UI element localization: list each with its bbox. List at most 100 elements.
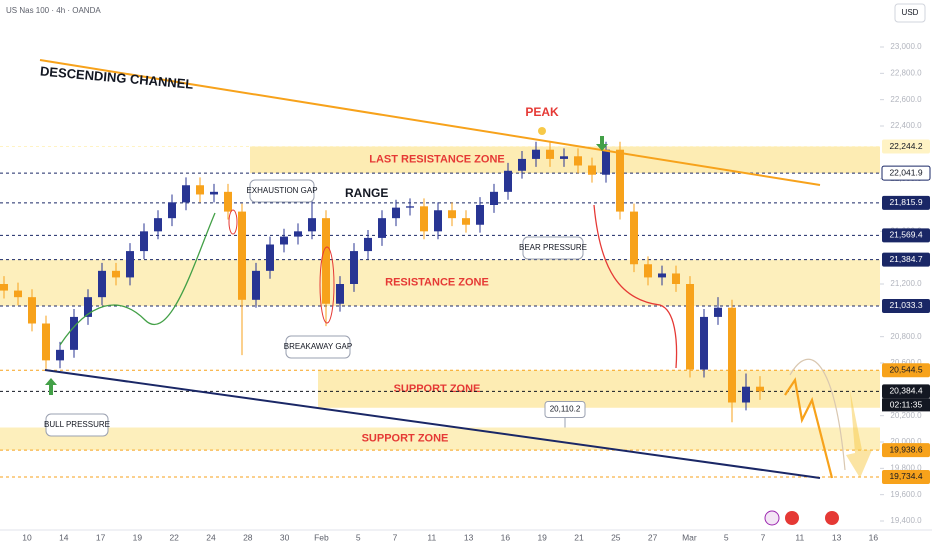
x-tick-label: 13 — [832, 532, 842, 542]
annotation: PEAK — [525, 105, 559, 119]
countdown: 02:11:35 — [890, 400, 923, 410]
candle-body — [56, 349, 64, 361]
up-arrow — [45, 378, 57, 395]
candle-body — [686, 284, 694, 370]
candle-body — [168, 202, 176, 219]
candle-body — [294, 231, 302, 237]
candle-body — [490, 191, 498, 205]
zone — [0, 259, 880, 306]
x-tick-label: 22 — [169, 532, 179, 542]
y-tick-label: 21,200.0 — [890, 279, 922, 288]
annotation: EXHAUSTION GAP — [246, 186, 317, 195]
price-axis — [880, 0, 932, 550]
price-label-bg — [882, 363, 930, 378]
candle-body — [392, 207, 400, 219]
x-tick-label: 5 — [724, 532, 729, 542]
callout-box — [285, 335, 351, 359]
x-tick-label: 10 — [22, 532, 32, 542]
candle-body — [280, 236, 288, 245]
candle-body — [308, 218, 316, 232]
x-tick-label: Mar — [682, 532, 697, 542]
price-label: 20,544.5 — [889, 365, 922, 375]
event-icon — [785, 511, 799, 525]
candle-body — [728, 307, 736, 403]
price-label-bg — [882, 384, 930, 399]
candle-body — [336, 284, 344, 304]
x-tick-label: 16 — [501, 532, 511, 542]
price-label: 21,384.7 — [889, 254, 922, 264]
candle-body — [238, 211, 246, 300]
callout-box — [522, 236, 584, 260]
y-tick-label: 23,000.0 — [890, 42, 922, 51]
price-label-bg — [882, 298, 930, 313]
x-tick-label: 19 — [133, 532, 143, 542]
candle-body — [588, 165, 596, 175]
currency: USD — [902, 8, 919, 17]
x-tick-label: 13 — [464, 532, 474, 542]
candle-body — [644, 264, 652, 278]
currency-box — [894, 3, 926, 23]
price-label-bg — [882, 139, 930, 154]
candle-body — [476, 205, 484, 225]
zone-label: LAST RESISTANCE ZONE — [369, 154, 504, 166]
candle-body — [672, 273, 680, 284]
candle-body — [84, 297, 92, 317]
zone-label: SUPPORT ZONE — [362, 433, 449, 445]
candle-body — [658, 273, 666, 278]
event-icon — [764, 510, 780, 526]
annotation: BEAR PRESSURE — [519, 243, 587, 252]
x-tick-label: 21 — [574, 532, 584, 542]
candle-body — [0, 284, 8, 291]
candle-body — [378, 218, 386, 238]
y-tick-label: 20,200.0 — [890, 411, 922, 420]
x-tick-label: 28 — [243, 532, 253, 542]
candle-body — [602, 149, 610, 175]
zone — [0, 427, 880, 451]
candle-body — [42, 323, 50, 361]
candle-body — [266, 244, 274, 271]
projection-alt — [789, 358, 846, 471]
candle-body — [126, 251, 134, 278]
candle-body — [252, 270, 260, 300]
countdown-bg — [882, 398, 930, 412]
candle-body — [420, 206, 428, 232]
x-tick-label: 30 — [280, 532, 290, 542]
price-label: 21,033.3 — [889, 300, 922, 310]
x-tick-label: 5 — [356, 532, 361, 542]
candle-body — [140, 231, 148, 252]
candle-body — [616, 149, 624, 212]
x-tick-label: 11 — [795, 532, 804, 542]
zone-label: RESISTANCE ZONE — [385, 277, 489, 289]
gap-marker — [319, 246, 335, 324]
x-tick-label: 16 — [869, 532, 879, 542]
zone — [250, 146, 880, 174]
y-tick-label: 22,600.0 — [890, 95, 922, 104]
candle-body — [350, 251, 358, 284]
candle-body — [714, 307, 722, 317]
candle-body — [14, 290, 22, 298]
x-tick-label: 27 — [648, 532, 658, 542]
x-tick-label: 14 — [59, 532, 69, 542]
candle-body — [532, 149, 540, 159]
annotation: RANGE — [345, 186, 388, 200]
candle-body — [196, 185, 204, 195]
price-label-bg — [881, 165, 931, 181]
x-tick-label: 17 — [96, 532, 106, 542]
y-tick-label: 19,800.0 — [890, 463, 922, 472]
candle-body — [756, 386, 764, 392]
candle-body — [154, 218, 162, 232]
price-label: 21,815.9 — [889, 197, 922, 207]
price-label: 20,384.4 — [889, 386, 922, 396]
peak-icon — [538, 127, 546, 135]
candle-body — [742, 386, 750, 403]
candle-body — [434, 210, 442, 232]
header-title: US Nas 100 · 4h · OANDA — [6, 6, 101, 15]
bull-path — [59, 212, 216, 346]
y-tick-label: 22,800.0 — [890, 68, 922, 77]
candle-body — [28, 297, 36, 324]
y-tick-label: 20,000.0 — [890, 437, 922, 446]
candle-body — [70, 316, 78, 350]
y-tick-label: 20,800.0 — [890, 332, 922, 341]
